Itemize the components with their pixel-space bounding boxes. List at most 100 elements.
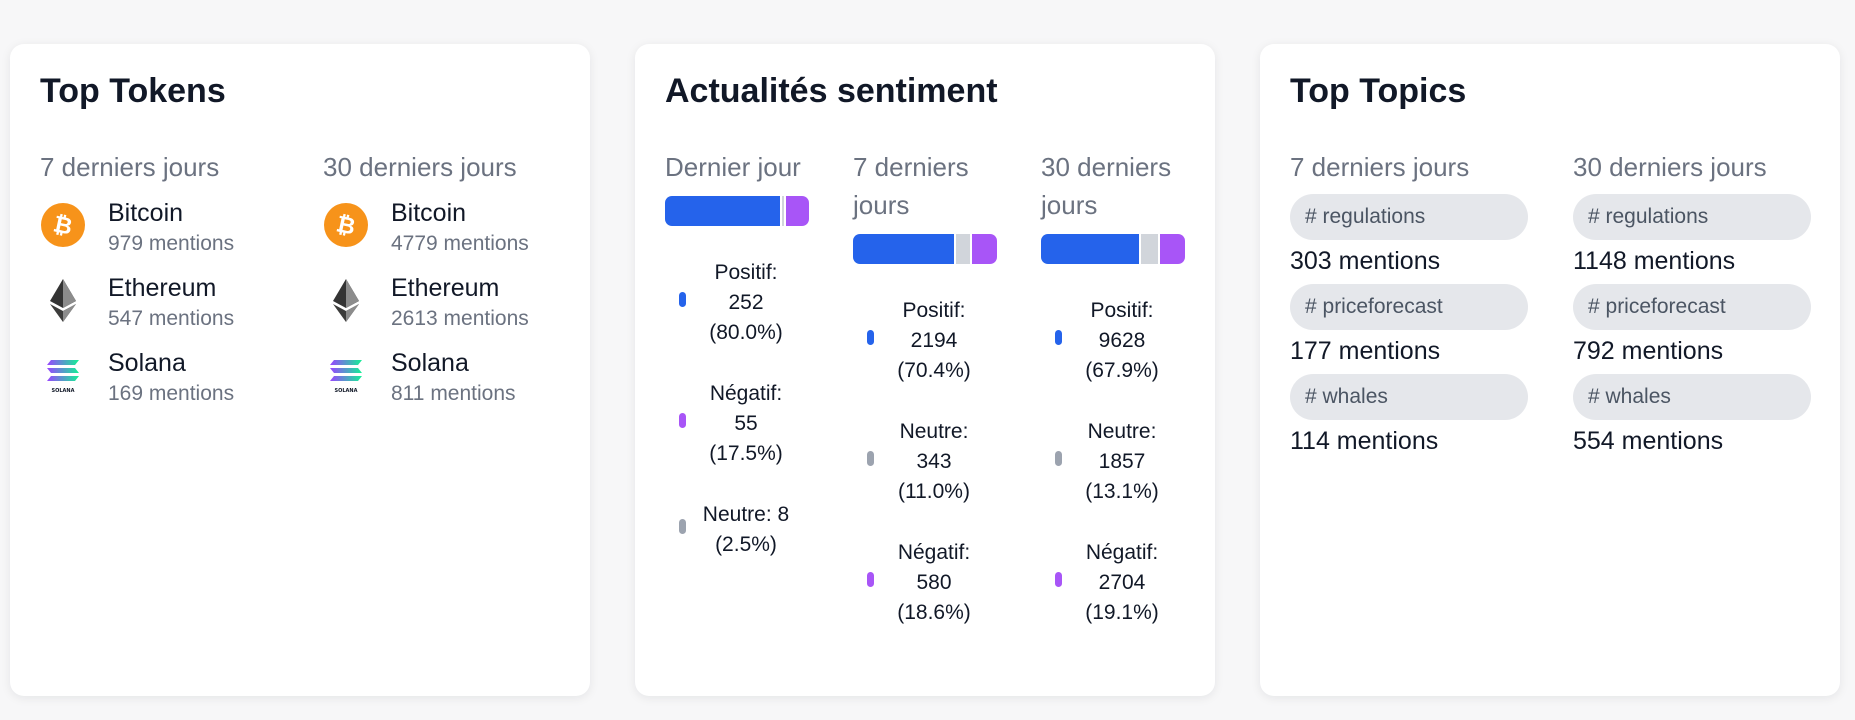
legend-text: Positif: 252 (80.0%) [709,261,783,344]
sentiment-column-heading: 7 derniers jours [853,148,969,224]
sentiment-bar-neutral [780,196,784,226]
legend-item: Positif: 2194 (70.4%) [853,296,997,386]
ethereum-icon [50,279,76,322]
legend-text: Négatif: 580 (18.6%) [897,541,971,624]
token-row-ethereum[interactable]: Ethereum 547 mentions [40,273,300,337]
topic-tag-regulations[interactable]: # regulations [1290,194,1528,240]
legend-text: Positif: 2194 (70.4%) [897,299,971,382]
topic-mentions: 554 mentions [1573,427,1724,455]
token-row-bitcoin[interactable]: ₿ Bitcoin 4779 mentions [323,198,583,262]
sentiment-bar-neutral [1138,234,1158,264]
topic-tag-label: # priceforecast [1305,295,1443,318]
legend-item: Neutre: 1857 (13.1%) [1041,417,1185,507]
legend-item: Positif: 252 (80.0%) [665,258,809,348]
tokens-column-heading: 30 derniers jours [323,152,517,182]
legend-dot [1055,451,1062,466]
token-mentions: 547 mentions [108,307,235,330]
sentiment-bar-negative [970,234,997,264]
sentiment-heading-line: Dernier jour [665,152,801,182]
token-mentions: 979 mentions [108,232,235,255]
sentiment-bar-negative [1157,234,1185,264]
topic-mentions: 1148 mentions [1573,247,1736,275]
topics-column-heading: 30 derniers jours [1573,152,1767,182]
token-row-solana[interactable]: SOLANA Solana 169 mentions [40,348,300,412]
legend-dot [867,572,874,587]
topics-column-7d: 7 derniers jours # regulations 303 menti… [1290,148,1528,455]
news-sentiment-title: Actualités sentiment [665,72,998,110]
token-name: Solana [108,349,186,377]
sentiment-bar-negative [783,196,809,226]
sentiment-heading-line: 7 derniers [853,152,969,182]
legend-dot [867,330,874,345]
sentiment-column-heading: Dernier jour [665,148,801,186]
legend-dot [679,413,686,428]
legend-dot [867,451,874,466]
topic-tag-priceforecast[interactable]: # priceforecast [1573,284,1811,330]
topic-tag-label: # whales [1305,385,1388,408]
topic-mentions: 177 mentions [1290,337,1441,365]
solana-wordmark: SOLANA [335,388,358,394]
legend-text: Neutre: 8 (2.5%) [702,503,790,556]
legend-text: Positif: 9628 (67.9%) [1085,299,1159,382]
sentiment-heading-line: jours [1041,190,1098,220]
topic-tag-label: # whales [1588,385,1671,408]
tokens-column-30d: 30 derniers jours ₿ Bitcoin 4779 mention… [323,148,529,405]
svg-text:₿: ₿ [51,211,75,240]
token-row-bitcoin[interactable]: ₿ Bitcoin 979 mentions [40,198,300,262]
bitcoin-icon: ₿ [324,203,368,247]
tokens-column-heading: 7 derniers jours [40,152,220,182]
sentiment-bar[interactable] [665,196,809,226]
ethereum-icon [333,279,359,322]
top-tokens-title: Top Tokens [40,72,226,110]
topic-tag-label: # priceforecast [1588,295,1726,318]
token-mentions: 811 mentions [391,382,516,405]
token-name: Bitcoin [391,199,467,227]
token-mentions: 169 mentions [108,382,235,405]
sentiment-bar[interactable] [853,234,997,264]
legend-item: Neutre: 343 (11.0%) [853,417,997,507]
legend-text: Neutre: 343 (11.0%) [898,420,970,503]
topic-mentions: 114 mentions [1290,427,1439,455]
sentiment-column-heading: 30 derniers jours [1041,148,1171,224]
topics-column-30d: 30 derniers jours # regulations 1148 men… [1573,148,1811,455]
solana-wordmark: SOLANA [52,388,75,394]
top-topics-title: Top Topics [1290,72,1467,110]
news-sentiment-card: Actualités sentiment Dernier jour Positi… [635,44,1215,696]
legend-item: Négatif: 580 (18.6%) [853,538,997,628]
svg-text:₿: ₿ [334,211,358,240]
topic-tag-whales[interactable]: # whales [1573,374,1811,420]
sentiment-column-last-day: Dernier jour Positif: 252 (80.0%) Négati… [665,148,809,556]
token-row-ethereum[interactable]: Ethereum 2613 mentions [323,273,583,337]
top-tokens-card: Top Tokens 7 derniers jours ₿ Bitcoin 97… [10,44,590,696]
token-row-solana[interactable]: SOLANA Solana 811 mentions [323,348,583,412]
topic-tag-regulations[interactable]: # regulations [1573,194,1811,240]
topic-mentions: 792 mentions [1573,337,1724,365]
legend-dot [1055,330,1062,345]
legend-text: Neutre: 1857 (13.1%) [1085,420,1159,503]
topic-tag-whales[interactable]: # whales [1290,374,1528,420]
top-topics-card: Top Topics 7 derniers jours # regulation… [1260,44,1840,696]
legend-item: Neutre: 8 (2.5%) [665,500,809,590]
sentiment-column-7d: 7 derniers jours Positif: 2194 (70.4%) N… [853,148,997,624]
token-name: Solana [391,349,469,377]
topic-tag-label: # regulations [1305,205,1426,228]
legend-item: Négatif: 2704 (19.1%) [1041,538,1185,628]
solana-icon: SOLANA [330,360,362,394]
topic-mentions: 303 mentions [1290,247,1441,275]
token-name: Ethereum [108,274,217,302]
topic-tag-label: # regulations [1588,205,1709,228]
legend-item: Négatif: 55 (17.5%) [665,379,809,469]
legend-dot [679,519,686,534]
sentiment-bar-positive [665,196,781,226]
sentiment-bar[interactable] [1041,234,1185,264]
topics-column-heading: 7 derniers jours [1290,152,1470,182]
sentiment-bar-neutral [954,234,971,264]
topic-tag-priceforecast[interactable]: # priceforecast [1290,284,1528,330]
sentiment-bar-positive [853,234,955,264]
sentiment-bar-positive [1041,234,1139,264]
legend-dot [1055,572,1062,587]
solana-icon: SOLANA [47,360,79,394]
token-name: Bitcoin [108,199,184,227]
tokens-column-7d: 7 derniers jours ₿ Bitcoin 979 mentions … [40,148,234,405]
sentiment-column-30d: 30 derniers jours Positif: 9628 (67.9%) … [1041,148,1185,624]
